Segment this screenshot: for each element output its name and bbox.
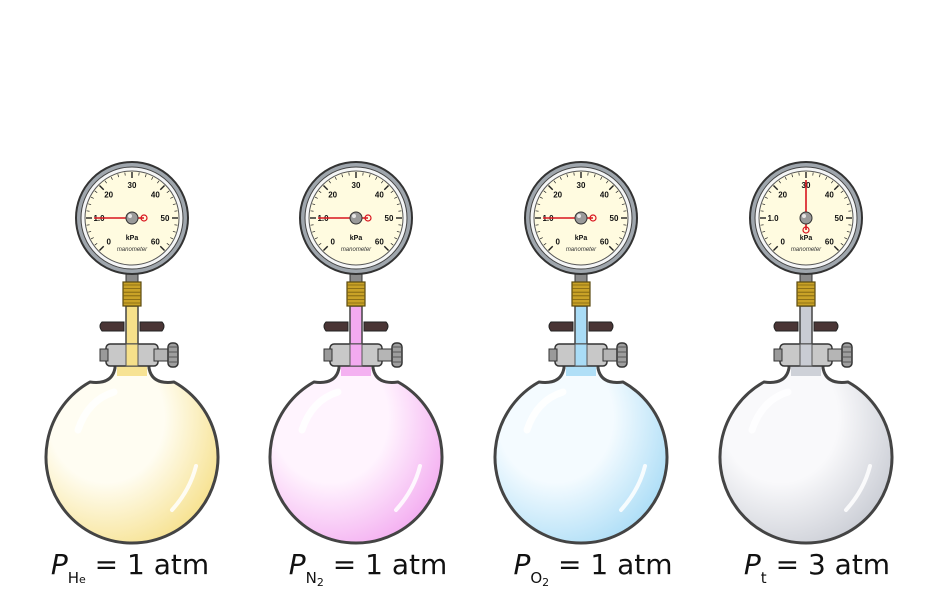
gauge-tick-label: 20: [778, 191, 787, 200]
flange-right: [588, 321, 614, 332]
needle-tail: [589, 214, 597, 222]
gauge-stem: [574, 273, 588, 283]
gauge-brand: manometer: [117, 247, 148, 253]
label-total-pressure: Pt = 3 atm: [743, 548, 891, 587]
valve-knob: [391, 342, 403, 368]
gauge-unit: kPa: [350, 235, 363, 242]
gauge-tick-label: 30: [128, 181, 137, 190]
gauge-tick-label: 0: [555, 237, 560, 246]
label-nitrogen-pressure: PN2 = 1 atm: [288, 548, 448, 589]
flask-bulb: [44, 348, 220, 545]
gauge-tick-label: 50: [835, 214, 844, 223]
needle-hub: [125, 211, 139, 225]
valve-channel: [349, 343, 363, 367]
needle-tail: [802, 226, 810, 234]
gauge-tick-label: 60: [825, 237, 834, 246]
needle-hub: [349, 211, 363, 225]
valve-knob: [616, 342, 628, 368]
gauge-unit: kPa: [126, 235, 139, 242]
flange-right: [363, 321, 389, 332]
gauge-tick-label: 40: [825, 191, 834, 200]
needle-tail: [140, 214, 148, 222]
flange-left: [548, 321, 574, 332]
valve-channel: [574, 343, 588, 367]
flange-left: [323, 321, 349, 332]
gauge-brand: manometer: [791, 247, 822, 253]
needle-tail: [364, 214, 372, 222]
gauge-tick-label: 50: [610, 214, 619, 223]
gauge-tick-label: 0: [106, 237, 111, 246]
needle-hub: [574, 211, 588, 225]
gauge-unit: kPa: [800, 235, 813, 242]
valve-cap: [323, 348, 333, 362]
glass-highlight: [74, 388, 118, 434]
brass-fitting: [346, 281, 366, 307]
gauge-tick-label: 30: [352, 181, 361, 190]
valve-channel: [125, 343, 139, 367]
valve-channel: [799, 343, 813, 367]
glass-highlight-lower: [844, 464, 872, 512]
gauge-tick-label: 40: [375, 191, 384, 200]
gauge-stem: [799, 273, 813, 283]
valve-cap: [773, 348, 783, 362]
glass-highlight-lower: [394, 464, 422, 512]
flask-bulb: [718, 348, 894, 545]
glass-highlight: [523, 388, 567, 434]
gauge-tick-label: 1.0: [767, 214, 779, 223]
glass-highlight: [748, 388, 792, 434]
valve-knob: [167, 342, 179, 368]
flask-bulb: [268, 348, 444, 545]
label-oxygen-pressure: PO2 = 1 atm: [513, 548, 673, 589]
flask-bulb: [493, 348, 669, 545]
valve-knob: [841, 342, 853, 368]
label-helium-pressure: PHe = 1 atm: [50, 548, 210, 587]
gauge-tick-label: 40: [600, 191, 609, 200]
gauge-stem: [125, 273, 139, 283]
gauge-tick-label: 60: [600, 237, 609, 246]
glass-highlight-lower: [619, 464, 647, 512]
gauge-tick-label: 0: [780, 237, 785, 246]
gauge-tick-label: 30: [577, 181, 586, 190]
gauge-tick-label: 40: [151, 191, 160, 200]
valve-cap: [99, 348, 109, 362]
gauge-stem: [349, 273, 363, 283]
glass-highlight: [298, 388, 342, 434]
gauge-tick-label: 20: [553, 191, 562, 200]
gauge-tick-label: 20: [104, 191, 113, 200]
gauge-tick-label: 50: [161, 214, 170, 223]
gauge-brand: manometer: [566, 247, 597, 253]
glass-highlight-lower: [170, 464, 198, 512]
gauge-tick-label: 60: [151, 237, 160, 246]
gauge-tick-label: 60: [375, 237, 384, 246]
brass-fitting: [122, 281, 142, 307]
brass-fitting: [796, 281, 816, 307]
brass-fitting: [571, 281, 591, 307]
gauge-unit: kPa: [575, 235, 588, 242]
gauge-tick-label: 0: [330, 237, 335, 246]
flange-right: [139, 321, 165, 332]
needle-hub: [799, 211, 813, 225]
gauge-tick-label: 20: [328, 191, 337, 200]
flange-right: [813, 321, 839, 332]
gauge-brand: manometer: [341, 247, 372, 253]
gauge-tick-label: 50: [385, 214, 394, 223]
valve-cap: [548, 348, 558, 362]
flange-left: [99, 321, 125, 332]
flange-left: [773, 321, 799, 332]
